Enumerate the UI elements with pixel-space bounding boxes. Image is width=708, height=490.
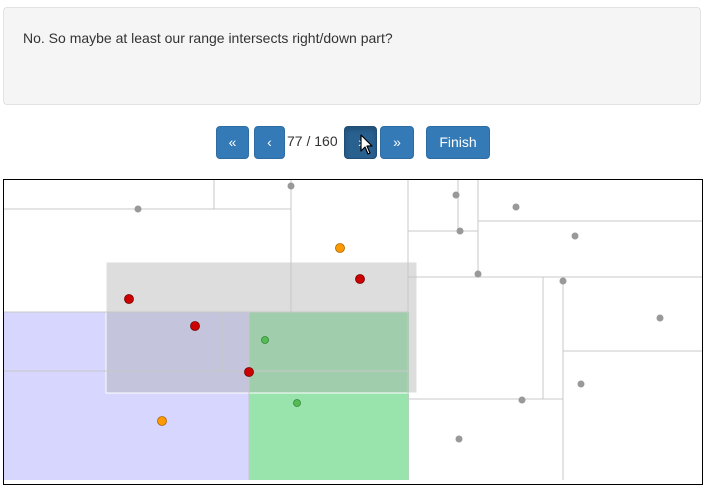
step-counter: 77 / 160 <box>287 133 338 149</box>
lower-left-region <box>3 312 249 480</box>
message-text: No. So maybe at least our range intersec… <box>23 30 393 46</box>
first-step-button[interactable]: « <box>216 126 249 159</box>
neutral-point <box>452 191 460 199</box>
candidate-point <box>157 416 167 426</box>
query-range-rectangle <box>105 261 418 394</box>
neutral-point <box>134 205 142 213</box>
navigation-bar: « ‹ 77 / 160 › » Finish <box>0 126 708 160</box>
neutral-point <box>456 227 464 235</box>
canvas-border <box>3 179 703 485</box>
next-step-button[interactable]: › <box>344 126 377 159</box>
query-range-point <box>355 274 365 284</box>
points <box>124 182 664 443</box>
neutral-point <box>474 270 482 278</box>
split-lines <box>3 179 703 480</box>
neutral-point <box>512 203 520 211</box>
neutral-point <box>577 380 585 388</box>
neutral-point <box>656 314 664 322</box>
query-range-point <box>190 321 200 331</box>
visited-point <box>261 336 269 344</box>
finish-button[interactable]: Finish <box>426 126 490 159</box>
previous-step-button[interactable]: ‹ <box>254 126 285 159</box>
query-range-point <box>244 367 254 377</box>
query-range-point <box>124 294 134 304</box>
candidate-point <box>335 243 345 253</box>
neutral-point <box>559 277 567 285</box>
neutral-point <box>518 396 526 404</box>
neutral-point <box>287 182 295 190</box>
neutral-point <box>455 435 463 443</box>
kd-tree-canvas[interactable] <box>3 179 703 485</box>
message-panel: No. So maybe at least our range intersec… <box>3 7 701 105</box>
last-step-button[interactable]: » <box>380 126 414 159</box>
kd-tree-visualization <box>3 179 703 485</box>
lower-right-region <box>249 312 409 480</box>
visited-point <box>293 399 301 407</box>
neutral-point <box>571 232 579 240</box>
